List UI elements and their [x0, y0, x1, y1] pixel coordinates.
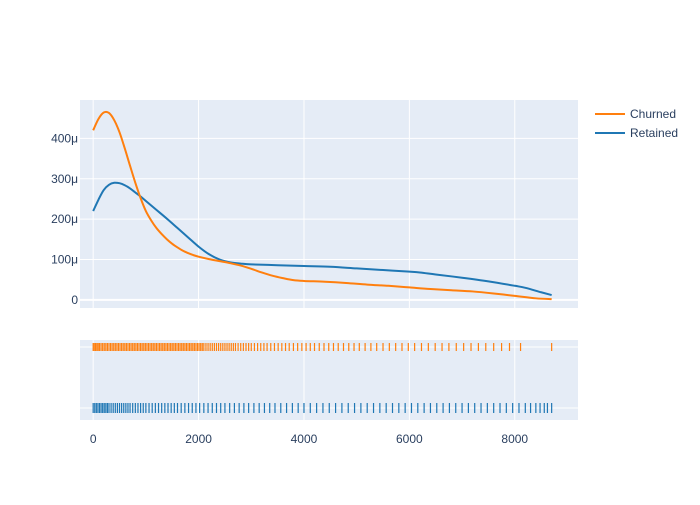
legend-label: Churned: [630, 107, 676, 121]
rug-layer: [92, 343, 553, 413]
x-tick-label: 6000: [396, 432, 423, 446]
y-tick-label: 400μ: [51, 131, 78, 145]
legend-item-churned[interactable]: Churned: [595, 107, 676, 121]
y-tick-label: 0: [71, 293, 78, 307]
series-layer: [92, 110, 552, 301]
x-tick-label: 4000: [291, 432, 318, 446]
kde-line-retained[interactable]: [92, 181, 552, 297]
kde-line-churned[interactable]: [92, 110, 552, 301]
x-tick-label: 2000: [185, 432, 212, 446]
y-tick-label: 300μ: [51, 172, 78, 186]
y-tick-label: 200μ: [51, 212, 78, 226]
x-tick-label: 8000: [501, 432, 528, 446]
legend: Churned Retained: [595, 107, 678, 140]
legend-label: Retained: [630, 126, 678, 140]
x-tick-label: 0: [90, 432, 97, 446]
rug-row-churned: [92, 343, 553, 351]
rug-row-retained: [92, 403, 553, 413]
kde-plot-background: [80, 100, 578, 308]
y-tick-label: 100μ: [51, 253, 78, 267]
legend-item-retained[interactable]: Retained: [595, 126, 678, 140]
tick-layer: 0 2000 4000 6000 8000 0 100μ 200μ 300μ 400μ: [51, 131, 528, 445]
